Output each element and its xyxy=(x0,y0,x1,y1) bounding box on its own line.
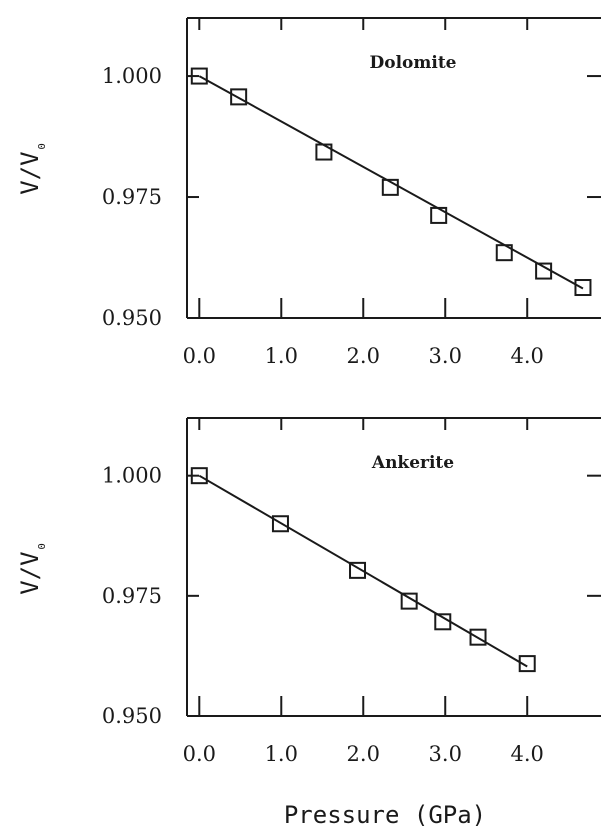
data-point xyxy=(518,655,536,673)
x-tick-label: 4.0 xyxy=(511,742,544,766)
data-point xyxy=(190,67,208,85)
data-point xyxy=(495,244,513,262)
y-tick-label: 0.950 xyxy=(102,306,162,330)
y-axis-label: V/V₀ xyxy=(16,141,50,195)
y-tick-label: 1.000 xyxy=(102,64,162,88)
data-point xyxy=(271,515,289,533)
data-point xyxy=(469,628,487,646)
x-tick-label: 3.0 xyxy=(429,344,462,368)
x-tick-label: 0.0 xyxy=(183,344,216,368)
x-tick-label: 3.0 xyxy=(429,742,462,766)
data-point xyxy=(315,143,333,161)
data-point xyxy=(434,613,452,631)
y-axis-label: V/V₀ xyxy=(16,541,50,595)
data-point xyxy=(535,262,553,280)
fit-line xyxy=(198,474,528,668)
x-tick-label: 1.0 xyxy=(265,742,298,766)
data-point xyxy=(349,561,367,579)
data-point xyxy=(230,88,248,106)
y-tick-label: 0.975 xyxy=(102,584,162,608)
data-point xyxy=(190,467,208,485)
y-tick-label: 0.975 xyxy=(102,185,162,209)
data-point xyxy=(430,206,448,224)
y-tick-label: 0.950 xyxy=(102,704,162,728)
data-point xyxy=(381,178,399,196)
panel-title: Dolomite xyxy=(370,53,457,73)
data-point xyxy=(400,592,418,610)
data-point xyxy=(574,279,592,297)
panel-title: Ankerite xyxy=(371,453,454,473)
panel-ankerite: 0.0 1.0 2.0 3.0 4.0 0.950 0.975 1.000 V/V₀ Ankeri… xyxy=(16,417,601,766)
panel-dolomite: 0.0 1.0 2.0 3.0 4.0 0.950 0.975 1.000 V/V₀ Dolomi… xyxy=(16,17,601,368)
x-tick-label: 2.0 xyxy=(347,742,380,766)
x-tick-label: 2.0 xyxy=(347,344,380,368)
x-tick-label: 4.0 xyxy=(511,344,544,368)
x-tick-label: 0.0 xyxy=(183,742,216,766)
fit-line xyxy=(198,75,584,290)
x-tick-label: 1.0 xyxy=(265,344,298,368)
y-tick-label: 1.000 xyxy=(102,464,162,488)
x-axis-label: Pressure (GPa) xyxy=(284,801,486,829)
